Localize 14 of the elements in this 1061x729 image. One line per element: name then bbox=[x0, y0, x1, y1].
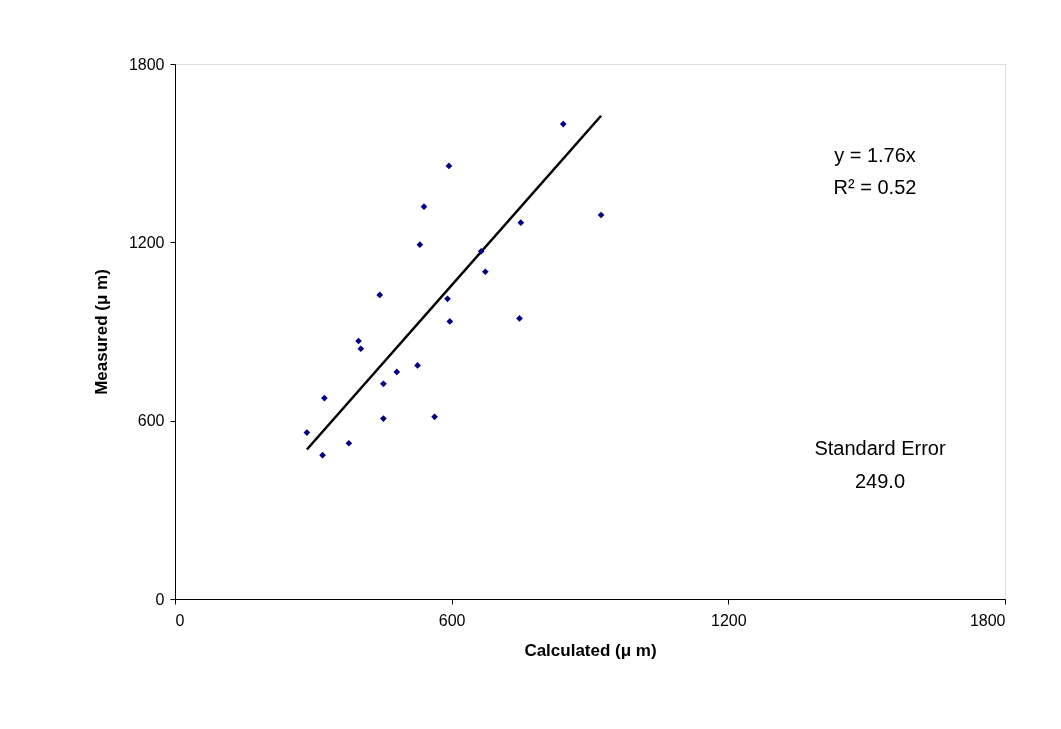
y-axis-title: Measured (μ m) bbox=[91, 269, 111, 395]
annotation: R² = 0.52 bbox=[833, 176, 917, 198]
x-tick-label: 1200 bbox=[711, 611, 747, 629]
x-tick-label: 0 bbox=[175, 611, 185, 629]
y-tick-label: 600 bbox=[137, 412, 165, 430]
y-tick-label: 1200 bbox=[128, 233, 165, 251]
annotation: 249.0 bbox=[854, 470, 906, 492]
y-tick-label: 0 bbox=[155, 590, 165, 608]
x-axis-title: Calculated (μ m) bbox=[524, 640, 657, 660]
annotation: Standard Error bbox=[814, 437, 946, 459]
annotation: y = 1.76x bbox=[834, 144, 916, 166]
x-tick-label: 600 bbox=[438, 611, 466, 629]
x-tick-label: 1800 bbox=[969, 611, 1006, 629]
y-tick-label: 1800 bbox=[128, 55, 165, 73]
